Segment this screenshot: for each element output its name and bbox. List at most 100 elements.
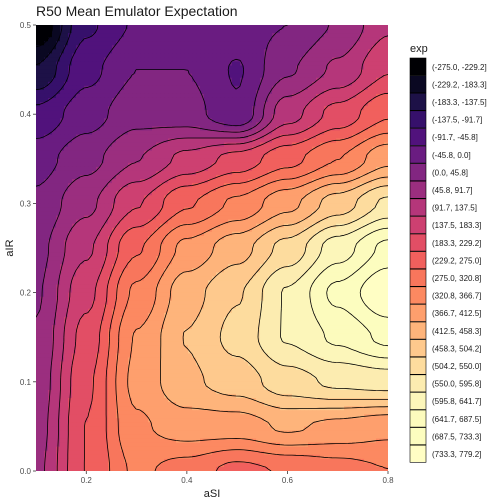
field-cell bbox=[300, 130, 305, 136]
field-cell bbox=[376, 183, 381, 188]
field-cell bbox=[260, 49, 265, 54]
field-cell bbox=[332, 110, 337, 115]
field-cell bbox=[296, 187, 301, 192]
field-cell bbox=[316, 211, 321, 217]
field-cell bbox=[76, 199, 81, 204]
field-cell bbox=[40, 41, 45, 46]
field-cell bbox=[160, 122, 165, 127]
field-cell bbox=[68, 114, 73, 119]
field-cell bbox=[164, 25, 169, 30]
field-cell bbox=[124, 41, 129, 46]
field-cell bbox=[192, 199, 197, 204]
field-cell bbox=[104, 150, 109, 156]
field-cell bbox=[312, 191, 317, 196]
field-cell bbox=[140, 199, 145, 204]
field-cell bbox=[252, 89, 257, 95]
field-cell bbox=[132, 61, 137, 67]
field-cell bbox=[292, 227, 297, 233]
field-cell bbox=[364, 33, 369, 38]
field-cell bbox=[224, 219, 229, 225]
field-cell bbox=[232, 97, 237, 103]
field-cell bbox=[336, 61, 341, 67]
field-cell bbox=[216, 53, 221, 59]
field-cell bbox=[168, 166, 173, 172]
field-cell bbox=[340, 49, 345, 54]
field-cell bbox=[172, 134, 177, 140]
field-cell bbox=[200, 122, 205, 127]
field-cell bbox=[68, 154, 73, 160]
field-cell bbox=[368, 183, 373, 188]
field-cell bbox=[376, 89, 381, 95]
field-cell bbox=[76, 102, 81, 107]
field-cell bbox=[136, 199, 141, 204]
field-cell bbox=[212, 85, 217, 91]
field-cell bbox=[208, 138, 213, 144]
field-cell bbox=[100, 215, 105, 221]
field-cell bbox=[184, 37, 189, 42]
field-cell bbox=[360, 187, 365, 192]
field-cell bbox=[208, 207, 213, 213]
field-cell bbox=[232, 65, 237, 71]
field-cell bbox=[124, 69, 129, 75]
field-cell bbox=[308, 126, 313, 132]
field-cell bbox=[348, 191, 353, 196]
field-cell bbox=[124, 81, 129, 87]
field-cell bbox=[208, 122, 213, 127]
field-cell bbox=[336, 134, 341, 140]
field-cell bbox=[300, 89, 305, 95]
field-cell bbox=[192, 138, 197, 144]
field-cell bbox=[308, 203, 313, 209]
field-cell bbox=[180, 122, 185, 127]
field-cell bbox=[260, 130, 265, 136]
field-cell bbox=[40, 150, 45, 156]
field-cell bbox=[136, 191, 141, 196]
field-cell bbox=[108, 207, 113, 213]
field-cell bbox=[260, 215, 265, 221]
field-cell bbox=[40, 53, 45, 59]
field-cell bbox=[308, 118, 313, 123]
field-cell bbox=[128, 110, 133, 115]
field-cell bbox=[124, 126, 129, 132]
field-cell bbox=[116, 37, 121, 42]
field-cell bbox=[272, 61, 277, 67]
field-cell bbox=[196, 175, 201, 180]
field-cell bbox=[372, 53, 377, 59]
field-cell bbox=[344, 130, 349, 136]
field-cell bbox=[288, 219, 293, 225]
field-cell bbox=[192, 211, 197, 217]
field-cell bbox=[160, 45, 165, 50]
field-cell bbox=[236, 179, 241, 184]
field-cell bbox=[236, 130, 241, 136]
field-cell bbox=[120, 215, 125, 221]
field-cell bbox=[168, 126, 173, 132]
field-cell bbox=[224, 248, 229, 253]
field-cell bbox=[60, 150, 65, 156]
field-cell bbox=[52, 89, 57, 95]
field-cell bbox=[236, 227, 241, 233]
field-cell bbox=[136, 166, 141, 172]
field-cell bbox=[296, 126, 301, 132]
field-cell bbox=[124, 195, 129, 200]
field-cell bbox=[156, 199, 161, 204]
field-cell bbox=[60, 29, 65, 34]
field-cell bbox=[384, 65, 388, 71]
field-cell bbox=[296, 102, 301, 107]
field-cell bbox=[304, 191, 309, 196]
field-cell bbox=[344, 37, 349, 42]
field-cell bbox=[80, 114, 85, 119]
field-cell bbox=[144, 134, 149, 140]
field-cell bbox=[216, 170, 221, 176]
field-cell bbox=[72, 183, 77, 188]
field-cell bbox=[240, 154, 245, 160]
field-cell bbox=[352, 146, 357, 152]
field-cell bbox=[236, 231, 241, 237]
field-cell bbox=[380, 223, 385, 229]
field-cell bbox=[112, 77, 117, 83]
field-cell bbox=[172, 239, 177, 245]
field-cell bbox=[356, 207, 361, 213]
field-cell bbox=[140, 85, 145, 91]
field-cell bbox=[252, 211, 257, 217]
field-cell bbox=[216, 118, 221, 123]
field-cell bbox=[168, 158, 173, 164]
field-cell bbox=[288, 130, 293, 136]
